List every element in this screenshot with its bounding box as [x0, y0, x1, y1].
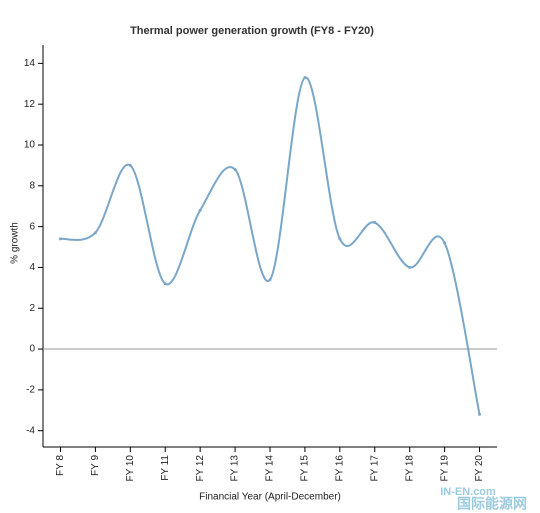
point — [128, 163, 132, 167]
y-axis-label: % growth — [10, 222, 21, 264]
y-tick-label: -4 — [26, 425, 35, 436]
x-tick-label: FY 18 — [404, 455, 415, 482]
point — [233, 167, 237, 171]
x-tick-label: FY 10 — [125, 455, 136, 482]
point — [303, 76, 307, 80]
x-tick-label: FY 11 — [160, 455, 171, 481]
y-tick-label: 4 — [29, 262, 35, 273]
y-tick-label: -2 — [26, 385, 35, 396]
y-tick-label: 0 — [29, 344, 35, 355]
point — [198, 208, 202, 212]
y-tick-label: 2 — [29, 303, 35, 314]
chart-title: Thermal power generation growth (FY8 - F… — [130, 25, 374, 37]
x-tick-label: FY 9 — [90, 455, 101, 476]
point — [58, 237, 62, 241]
y-tick-label: 6 — [29, 221, 35, 232]
point — [443, 241, 447, 245]
x-tick-label: FY 12 — [195, 455, 206, 482]
watermark: IN-EN.com — [440, 486, 496, 498]
watermark: 国际能源网 — [457, 496, 527, 512]
x-tick-label: FY 14 — [265, 455, 276, 482]
x-tick-label: FY 16 — [334, 455, 345, 482]
x-tick-label: FY 8 — [55, 455, 66, 476]
x-tick-label: FY 15 — [300, 455, 311, 482]
x-tick-label: FY 19 — [439, 455, 450, 482]
y-tick-label: 8 — [29, 180, 35, 191]
y-tick-label: 12 — [24, 99, 36, 110]
point — [373, 221, 377, 225]
point — [408, 265, 412, 269]
point — [338, 237, 342, 241]
y-tick-label: 10 — [24, 140, 36, 151]
point — [163, 282, 167, 286]
x-tick-label: FY 17 — [369, 455, 380, 482]
x-tick-label: FY 13 — [230, 455, 241, 482]
point — [478, 412, 482, 416]
x-axis-label: Financial Year (April-December) — [199, 492, 341, 503]
point — [93, 231, 97, 235]
y-tick-label: 14 — [24, 58, 36, 69]
line — [60, 76, 481, 415]
x-tick-label: FY 20 — [474, 455, 485, 482]
point — [268, 278, 272, 282]
